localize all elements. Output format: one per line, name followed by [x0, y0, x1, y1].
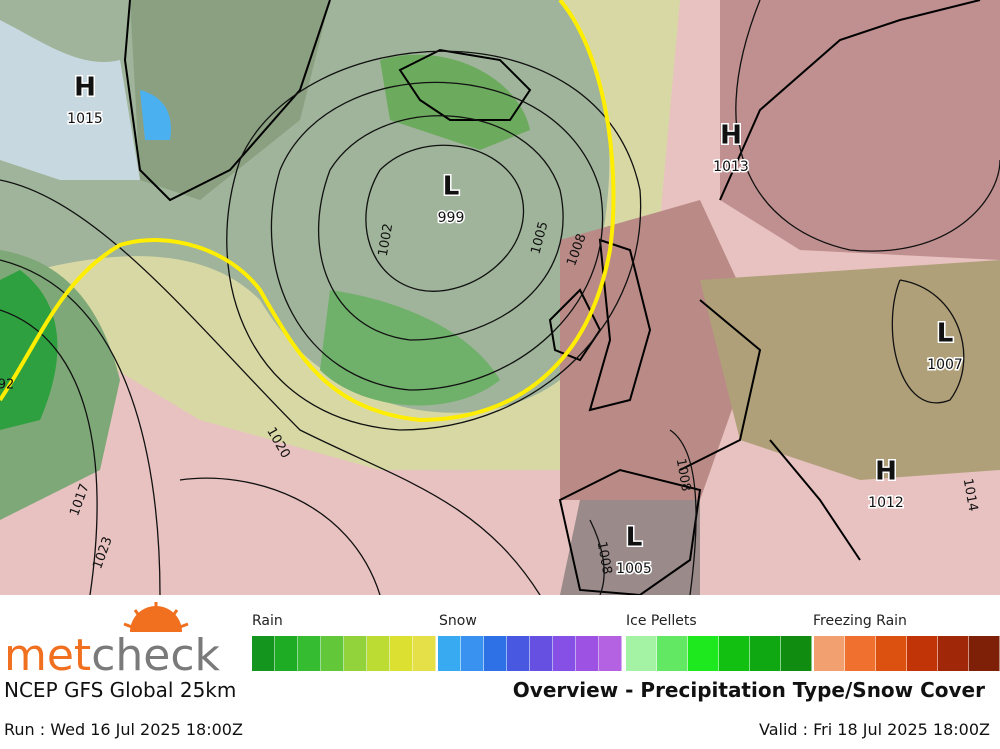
pressure-center-symbol: L	[443, 172, 460, 202]
legend-swatch	[298, 636, 321, 671]
legend-swatch	[876, 636, 907, 671]
pressure-center-value: 1015	[67, 111, 103, 127]
logo-met: met	[4, 630, 91, 681]
freezing-level-line	[0, 0, 616, 423]
legend-swatch	[252, 636, 275, 671]
legend-swatch	[845, 636, 876, 671]
map-background	[0, 0, 1000, 595]
pressure-center-value: 999	[438, 210, 465, 226]
legend-swatch	[657, 636, 688, 671]
logo-text: metcheck	[4, 630, 221, 681]
legend: Rain Snow Ice Pellets Freezing Rain	[252, 613, 1000, 671]
legend-swatch	[781, 636, 812, 671]
isobar-label: 1008	[673, 457, 694, 492]
pressure-center-symbol: H	[720, 121, 742, 151]
isobar-label: 1014	[960, 477, 981, 512]
isobar-label: 92	[0, 378, 14, 393]
model-name: NCEP GFS Global 25km	[4, 678, 236, 702]
legend-swatch	[576, 636, 599, 671]
legend-swatch	[530, 636, 553, 671]
legend-swatch	[969, 636, 1000, 671]
pressure-center-value: 1013	[713, 159, 749, 175]
logo-check: check	[91, 630, 220, 681]
pressure-center-symbol: L	[937, 319, 954, 349]
legend-label: Rain	[252, 613, 283, 629]
legend-swatch	[390, 636, 413, 671]
legend-swatch	[688, 636, 719, 671]
legend-swatch	[275, 636, 298, 671]
pressure-center-value: 1005	[616, 561, 652, 577]
map-title: Overview - Precipitation Type/Snow Cover	[513, 678, 985, 702]
legend-swatch	[321, 636, 344, 671]
legend-label: Ice Pellets	[626, 613, 697, 629]
pressure-center-symbol: H	[875, 457, 897, 487]
legend-swatch	[413, 636, 436, 671]
isobars	[0, 0, 1000, 596]
isobar-label: 1002	[376, 222, 397, 257]
isobar-label: 1008	[594, 540, 615, 575]
coastlines	[123, 0, 981, 597]
legend-label: Freezing Rain	[813, 613, 907, 629]
legend-swatch	[719, 636, 750, 671]
legend-swatch	[938, 636, 969, 671]
legend-swatch	[367, 636, 390, 671]
legend-swatch	[907, 636, 938, 671]
run-time: Run : Wed 16 Jul 2025 18:00Z	[4, 720, 243, 739]
legend-label: Snow	[439, 613, 477, 629]
logo: metcheck	[4, 602, 221, 681]
legend-swatch	[626, 636, 657, 671]
pressure-center-value: 1007	[927, 357, 963, 373]
pressure-center-symbol: H	[74, 73, 96, 103]
pressure-center-symbol: L	[626, 523, 643, 553]
legend-swatch	[438, 636, 461, 671]
legend-swatch	[507, 636, 530, 671]
legend-swatch	[553, 636, 576, 671]
legend-swatch	[461, 636, 484, 671]
legend-swatches	[252, 636, 1000, 671]
valid-time: Valid : Fri 18 Jul 2025 18:00Z	[759, 720, 990, 739]
legend-swatch	[599, 636, 622, 671]
legend-swatch	[344, 636, 367, 671]
legend-swatch	[814, 636, 845, 671]
legend-swatch	[484, 636, 507, 671]
pressure-center-value: 1012	[868, 495, 904, 511]
legend-swatch	[750, 636, 781, 671]
